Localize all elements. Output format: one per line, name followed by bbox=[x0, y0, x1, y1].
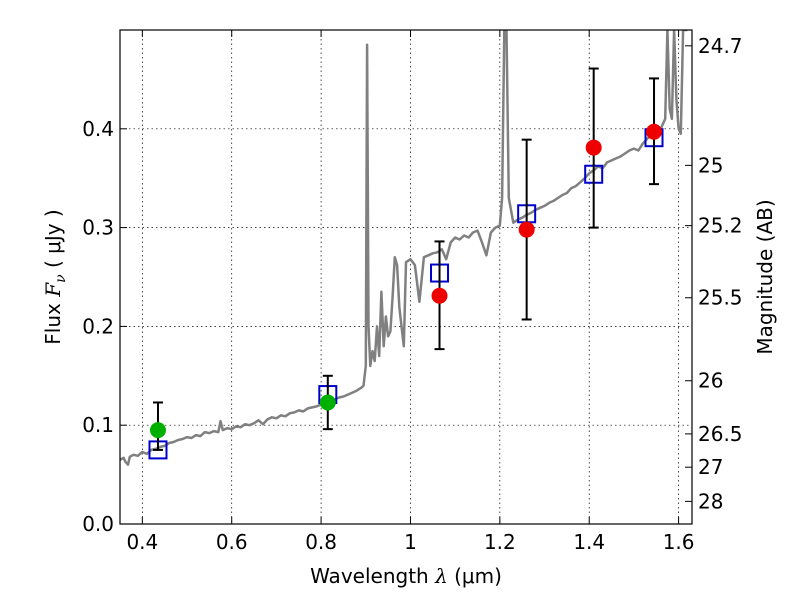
x-tick-label: 1.6 bbox=[663, 530, 695, 554]
y2-tick-label: 26.5 bbox=[698, 422, 743, 446]
data-point bbox=[431, 287, 448, 304]
x-axis-title: Wavelength λ (μm) bbox=[310, 564, 502, 588]
y-axis-title: Flux Fν ( μJy ) bbox=[41, 209, 69, 344]
x-tick-label: 1 bbox=[404, 530, 417, 554]
y2-tick-label: 25.5 bbox=[698, 286, 743, 310]
y2-tick-label: 27 bbox=[698, 455, 723, 479]
x-tick-label: 0.6 bbox=[216, 530, 248, 554]
y-tick-label: 0.1 bbox=[82, 413, 114, 437]
x-tick-label: 0.4 bbox=[126, 530, 158, 554]
y2-tick-label: 26 bbox=[698, 369, 723, 393]
plot-frame bbox=[119, 29, 693, 525]
x-tick-label: 0.8 bbox=[305, 530, 337, 554]
data-point bbox=[518, 221, 535, 238]
y2-tick-label: 25 bbox=[698, 153, 723, 177]
data-point bbox=[319, 394, 336, 411]
y-tick-label: 0.2 bbox=[82, 314, 114, 338]
right-axis-title: Magnitude (AB) bbox=[753, 199, 777, 354]
markers bbox=[148, 67, 664, 460]
spectrum-line bbox=[120, 30, 688, 466]
y2-tick-label: 25.2 bbox=[698, 214, 743, 238]
plot-area bbox=[120, 30, 688, 466]
y2-tick-label: 28 bbox=[698, 489, 723, 513]
y-tick-label: 0.0 bbox=[82, 512, 114, 536]
x-tick-label: 1.4 bbox=[573, 530, 605, 554]
data-point bbox=[646, 123, 663, 140]
data-point bbox=[585, 139, 602, 156]
y2-tick-label: 24.7 bbox=[698, 34, 743, 58]
data-point bbox=[149, 422, 166, 439]
axes: 0.4 0.6 0.8 1 1.2 1.4 1.6 0.0 0.1 0.2 0.3 0.4 24.7 25… bbox=[82, 30, 743, 554]
y-tick-label: 0.3 bbox=[82, 216, 114, 240]
y-tick-label: 0.4 bbox=[82, 117, 114, 141]
x-tick-label: 1.2 bbox=[484, 530, 516, 554]
